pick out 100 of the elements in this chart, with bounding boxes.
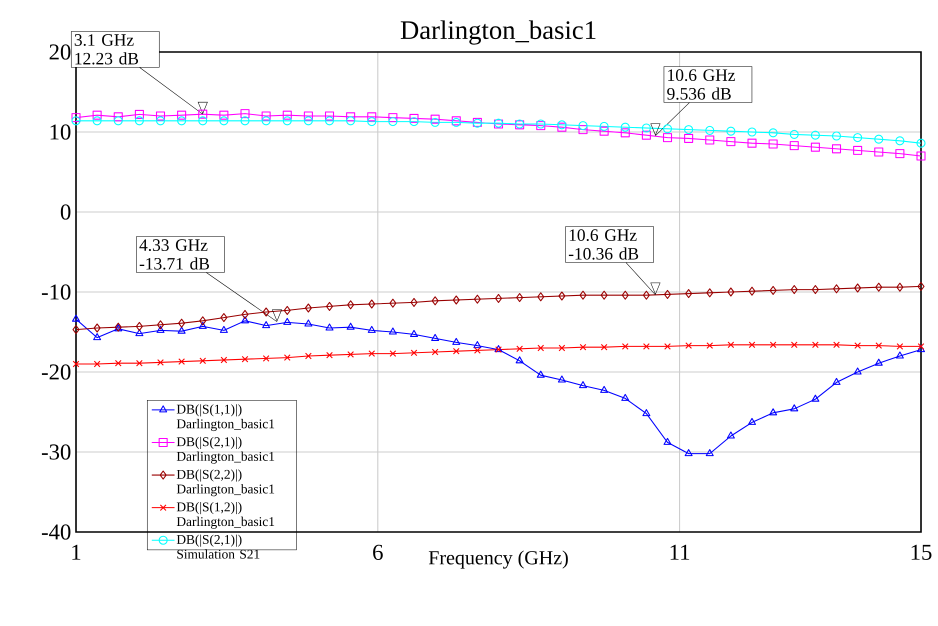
point <box>135 329 144 336</box>
point <box>832 378 841 385</box>
y-tick-label: 0 <box>60 204 70 220</box>
point <box>895 136 904 146</box>
point <box>198 110 208 119</box>
point <box>516 345 523 352</box>
point <box>832 131 842 141</box>
annotation: 4.33 GHz -13.71 dB <box>139 239 210 270</box>
point <box>770 286 777 295</box>
point <box>621 394 630 401</box>
point <box>220 356 228 364</box>
point <box>199 316 206 326</box>
point <box>262 116 271 126</box>
point <box>219 116 228 126</box>
point <box>241 310 249 319</box>
point <box>72 325 80 334</box>
point <box>874 147 884 157</box>
legend-label: DB(|S(2,1)|) Simulation S21 <box>176 534 260 559</box>
point <box>368 326 376 333</box>
point <box>390 350 396 357</box>
point <box>810 130 820 140</box>
point <box>812 341 819 348</box>
point <box>833 341 840 348</box>
point <box>72 314 80 322</box>
point <box>324 111 334 121</box>
point <box>430 118 440 127</box>
point <box>875 342 882 349</box>
point <box>642 290 650 300</box>
point <box>262 307 270 317</box>
point <box>832 284 840 294</box>
point <box>389 298 396 308</box>
point <box>642 130 651 140</box>
point <box>728 341 734 348</box>
point <box>578 125 588 134</box>
point <box>324 116 334 126</box>
point <box>662 124 672 134</box>
point <box>198 116 208 126</box>
point <box>664 343 671 350</box>
point <box>705 135 714 145</box>
point <box>854 367 862 375</box>
point <box>282 116 292 126</box>
point <box>896 282 904 292</box>
point <box>684 125 694 134</box>
point <box>557 122 566 132</box>
point <box>558 375 566 383</box>
point <box>241 316 250 324</box>
point <box>240 109 250 118</box>
point <box>219 110 228 120</box>
point <box>600 126 609 136</box>
point <box>748 418 756 425</box>
point <box>304 319 312 327</box>
legend-label: DB(|S(2,1)|) Darlington_basic1 <box>176 436 274 464</box>
point <box>916 151 926 161</box>
y-tick-label: 20 <box>50 44 70 60</box>
point <box>684 449 693 456</box>
point <box>558 344 566 352</box>
point <box>346 322 355 330</box>
point <box>177 116 186 126</box>
point <box>726 431 735 439</box>
point <box>664 290 672 299</box>
point <box>769 408 778 416</box>
point <box>494 294 502 303</box>
point <box>600 122 609 131</box>
y-tick-label: 10 <box>50 124 70 140</box>
point <box>157 359 164 366</box>
point <box>156 116 166 126</box>
point <box>620 122 630 132</box>
point <box>684 134 694 143</box>
x-tick-label: 6 <box>373 544 383 560</box>
point <box>220 313 228 322</box>
point <box>178 318 186 328</box>
x-tick-label: 11 <box>670 544 690 560</box>
point <box>768 128 778 138</box>
point <box>409 117 419 126</box>
point <box>156 320 164 330</box>
point <box>896 343 904 350</box>
point <box>622 290 629 300</box>
point <box>874 134 884 144</box>
point <box>917 282 925 291</box>
point <box>177 110 186 120</box>
point <box>388 327 397 335</box>
point <box>662 133 672 142</box>
point <box>558 291 566 301</box>
annotation: 10.6 GHz -10.36 dB <box>568 229 638 260</box>
point <box>92 110 102 120</box>
point <box>853 133 862 142</box>
point <box>388 113 398 122</box>
point <box>812 285 819 294</box>
point <box>768 139 778 149</box>
point <box>642 123 651 133</box>
point <box>134 116 144 126</box>
point <box>430 114 440 124</box>
point <box>832 144 842 154</box>
point <box>474 294 481 304</box>
point <box>916 138 926 148</box>
point <box>410 298 418 307</box>
point <box>854 283 862 293</box>
point <box>136 360 143 367</box>
point <box>853 146 862 155</box>
point <box>409 114 419 123</box>
